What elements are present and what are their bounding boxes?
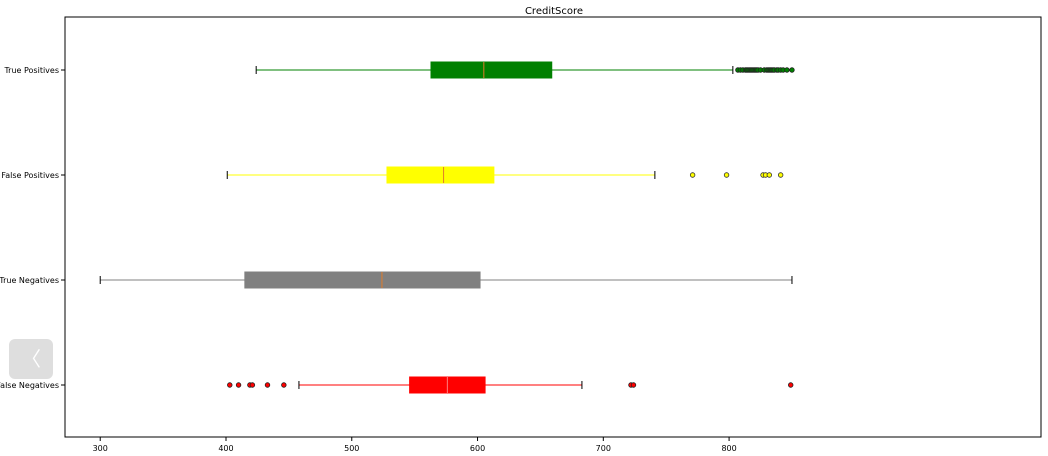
y-tick-label-true-positives: True Positives	[3, 66, 59, 75]
outlier-false-positives	[766, 172, 773, 178]
outlier-false-positives	[777, 172, 784, 178]
outlier-false-negatives	[281, 382, 287, 388]
x-tick-label: 700	[596, 444, 611, 453]
y-tick-label-true-negatives: True Negatives	[0, 276, 59, 285]
plot-layer: 300 400 500 600 700 800 True Positives False Po…	[0, 61, 795, 453]
outlier-true-positives	[789, 67, 795, 73]
outlier-false-negatives	[264, 382, 271, 388]
outlier-false-negatives	[249, 382, 256, 388]
y-tick-label-false-negatives: False Negatives	[0, 381, 59, 390]
outlier-false-positives	[689, 172, 696, 178]
back-button[interactable]: 〈	[9, 339, 53, 379]
outlier-false-negatives	[630, 382, 637, 388]
x-tick-label: 500	[344, 444, 359, 453]
box-true-positives	[430, 61, 553, 79]
outlier-false-negatives	[788, 382, 794, 388]
x-tick-label: 400	[218, 444, 233, 453]
x-tick-label: 600	[470, 444, 485, 453]
plot-area	[64, 16, 1042, 438]
outlier-false-negatives	[235, 382, 242, 388]
x-tick-label: 300	[93, 444, 108, 453]
outlier-false-negatives	[227, 382, 233, 388]
box-false-positives	[386, 166, 495, 184]
chart-title: CreditScore	[525, 6, 583, 17]
chevron-left-icon: 〈	[21, 347, 41, 371]
y-tick-label-false-positives: False Positives	[1, 171, 59, 180]
outlier-false-positives	[723, 172, 730, 178]
outlier-true-positives	[784, 67, 790, 73]
x-tick-label: 800	[721, 444, 736, 453]
box-true-negatives	[244, 271, 481, 289]
